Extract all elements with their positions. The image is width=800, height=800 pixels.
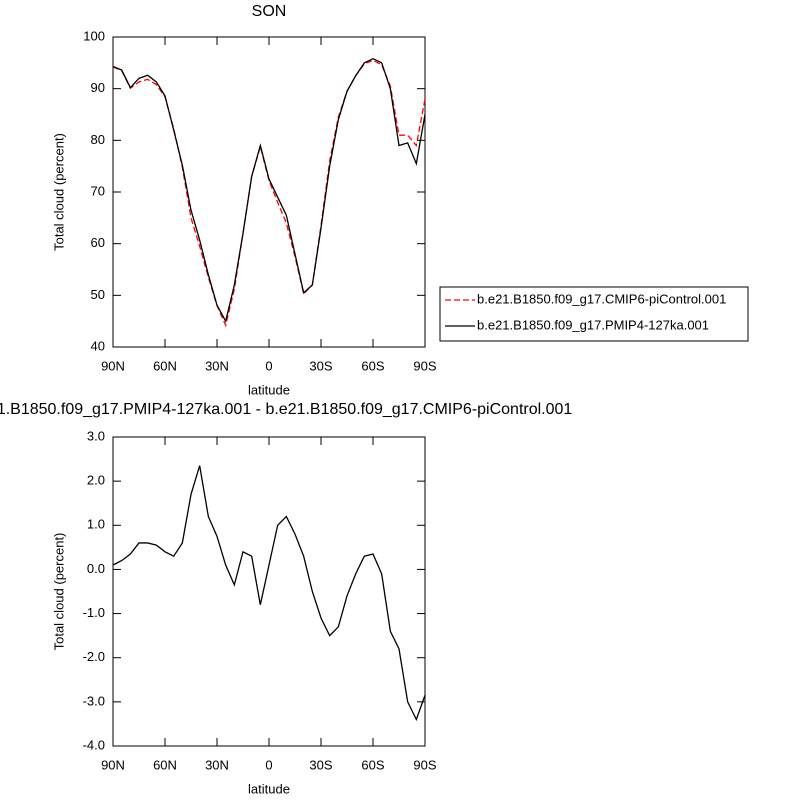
x-tick-label: 60S: [361, 757, 384, 772]
x-tick-label: 30N: [205, 757, 229, 772]
legend-label: b.e21.B1850.f09_g17.PMIP4-127ka.001: [477, 317, 709, 332]
plot-frame: [112, 436, 426, 747]
y-tick-label: 60: [91, 235, 105, 250]
y-tick-label: 80: [91, 132, 105, 147]
y-tick-label: 3.0: [87, 428, 105, 443]
x-tick-label: 60N: [153, 757, 177, 772]
plot-frame: [112, 36, 426, 348]
x-tick-label: 0: [265, 358, 272, 373]
y-tick-label: 70: [91, 183, 105, 198]
y-tick-label: -1.0: [83, 605, 105, 620]
y-tick-label: 2.0: [87, 473, 105, 488]
y-tick-label: 0.0: [87, 561, 105, 576]
x-axis-label: latitude: [248, 781, 290, 796]
x-tick-label: 60N: [153, 358, 177, 373]
x-tick-label: 90N: [101, 358, 125, 373]
y-tick-label: 90: [91, 80, 105, 95]
chart-title: SON: [252, 3, 287, 20]
y-tick-label: -3.0: [83, 693, 105, 708]
x-tick-label: 90S: [413, 757, 436, 772]
x-tick-label: 30S: [309, 358, 332, 373]
x-tick-label: 0: [265, 757, 272, 772]
y-axis-label: Total cloud (percent): [51, 133, 66, 251]
y-tick-label: 50: [91, 287, 105, 302]
y-tick-label: 1.0: [87, 517, 105, 532]
x-axis-label: latitude: [248, 382, 290, 397]
y-axis-label: Total cloud (percent): [51, 533, 66, 651]
legend-label: b.e21.B1850.f09_g17.CMIP6-piControl.001: [477, 291, 726, 306]
legend-box: [439, 286, 749, 342]
y-tick-label: -4.0: [83, 737, 105, 752]
data-line: [112, 465, 426, 722]
x-tick-label: 90S: [413, 358, 436, 373]
x-tick-label: 60S: [361, 358, 384, 373]
data-line: [112, 59, 426, 328]
data-line: [112, 57, 426, 323]
y-tick-label: 100: [83, 28, 105, 43]
chart-title: b.e21.B1850.f09_g17.PMIP4-127ka.001 - b.…: [0, 401, 572, 418]
x-tick-label: 30S: [309, 757, 332, 772]
x-tick-label: 90N: [101, 757, 125, 772]
x-tick-label: 30N: [205, 358, 229, 373]
y-tick-label: 40: [91, 338, 105, 353]
y-tick-label: -2.0: [83, 649, 105, 664]
